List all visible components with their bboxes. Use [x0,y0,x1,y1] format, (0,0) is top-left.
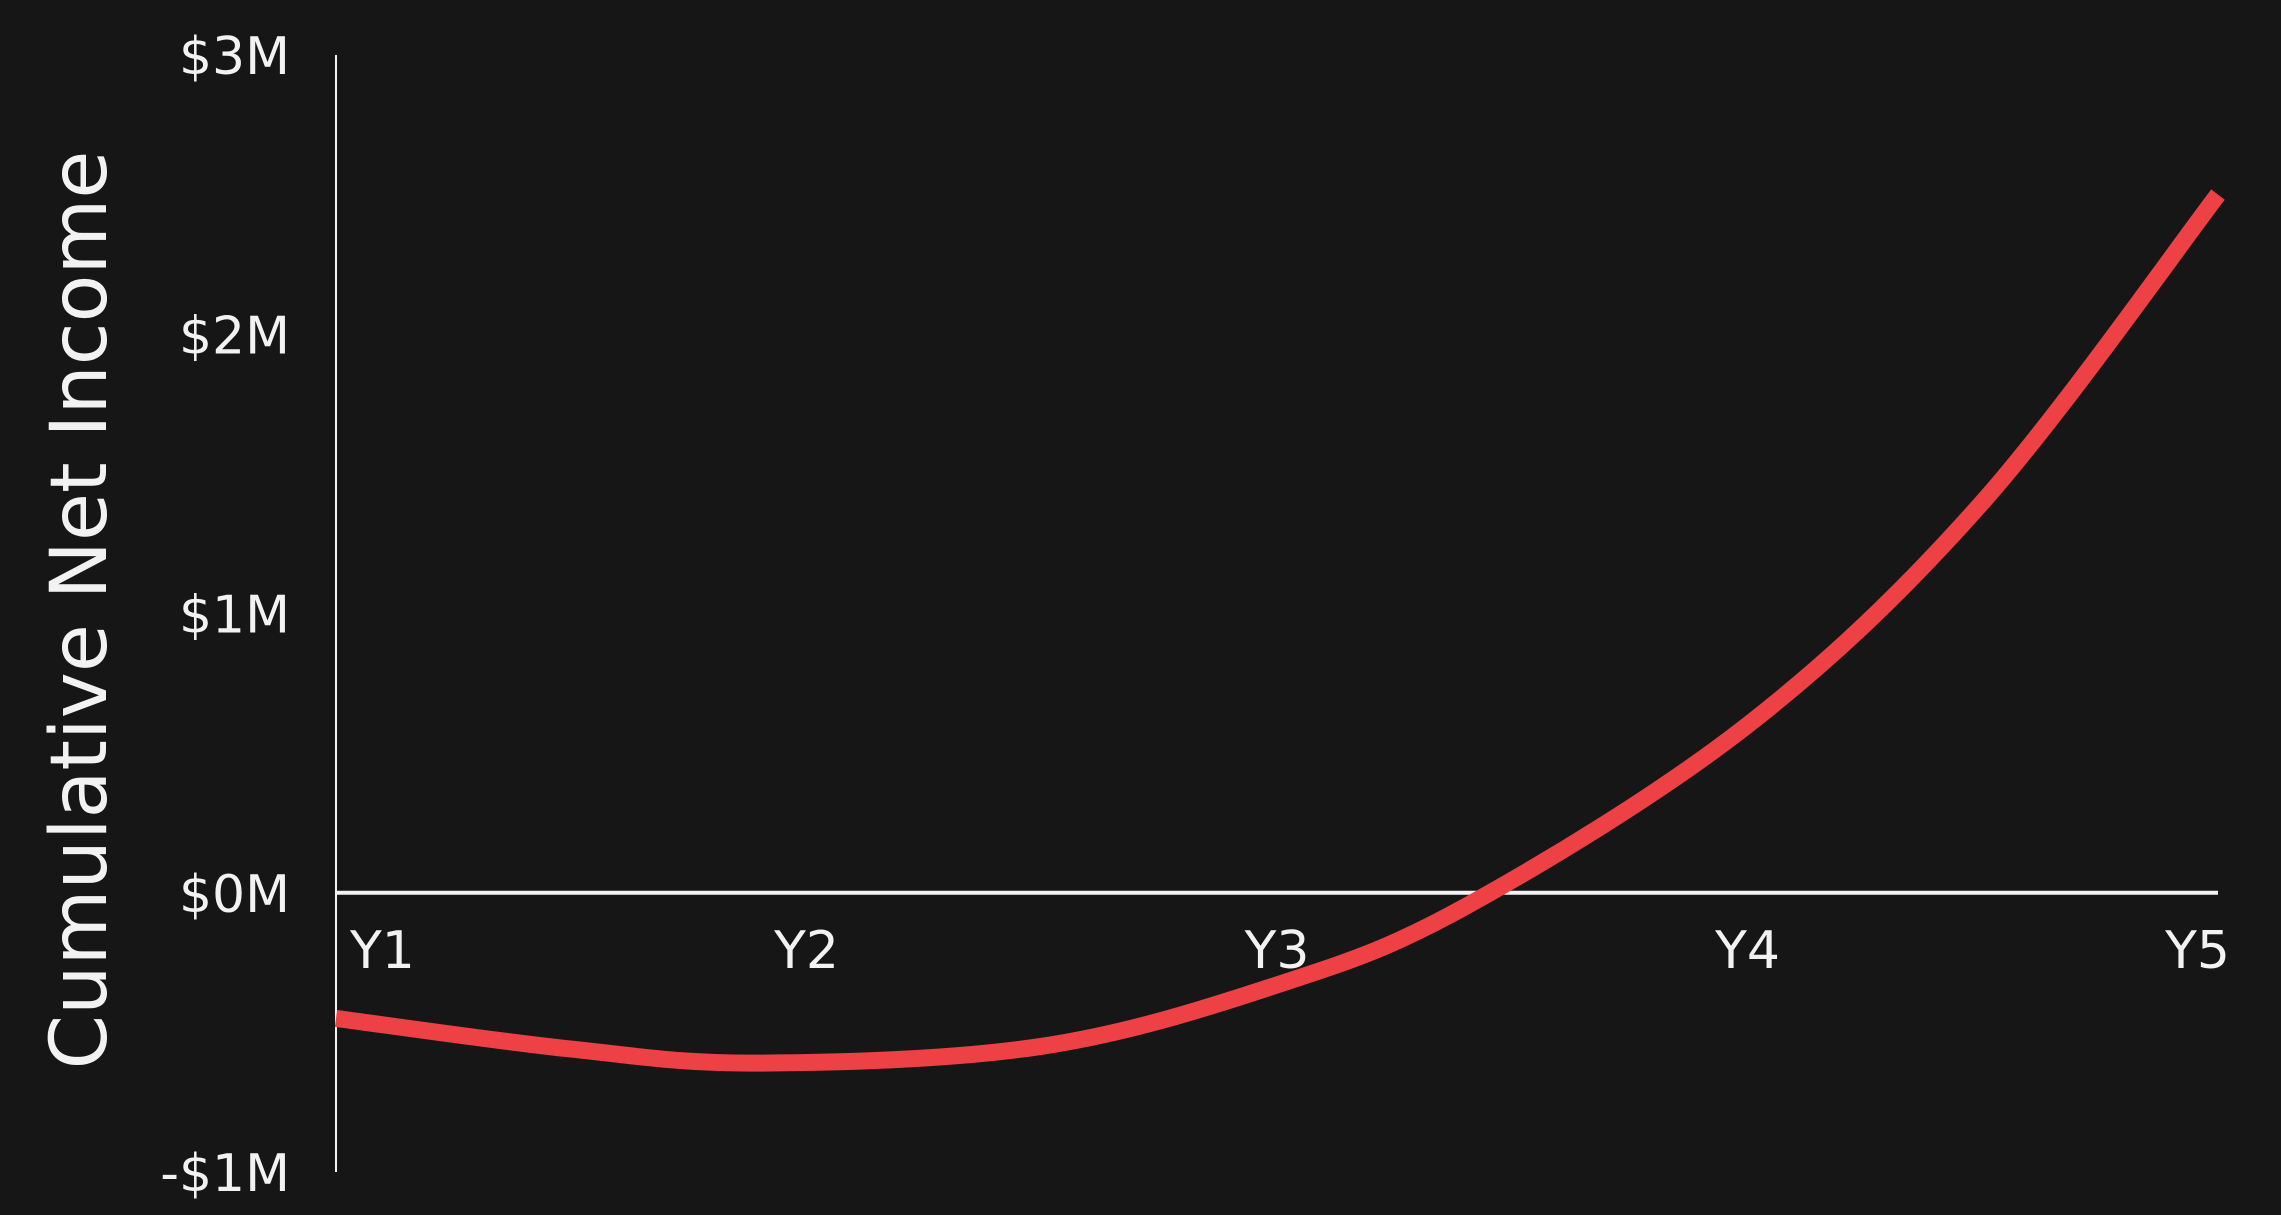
y-tick-label: $0M [179,865,290,925]
y-tick-label: $2M [179,306,290,366]
x-axis-tick-labels: Y1 Y2 Y3 Y4 Y5 [349,921,2230,981]
x-tick-label: Y4 [1714,921,1780,981]
y-tick-label: $1M [179,586,290,646]
x-tick-label: Y5 [2164,921,2230,981]
x-tick-label: Y1 [349,921,415,981]
y-tick-label: -$1M [160,1144,290,1204]
y-axis-title: Cumulative Net Income [35,151,125,1070]
y-tick-label: $3M [179,27,290,87]
x-tick-label: Y2 [773,921,839,981]
y-axis-tick-labels: $3M $2M $1M $0M -$1M [160,27,290,1204]
series-line [334,189,2225,1072]
